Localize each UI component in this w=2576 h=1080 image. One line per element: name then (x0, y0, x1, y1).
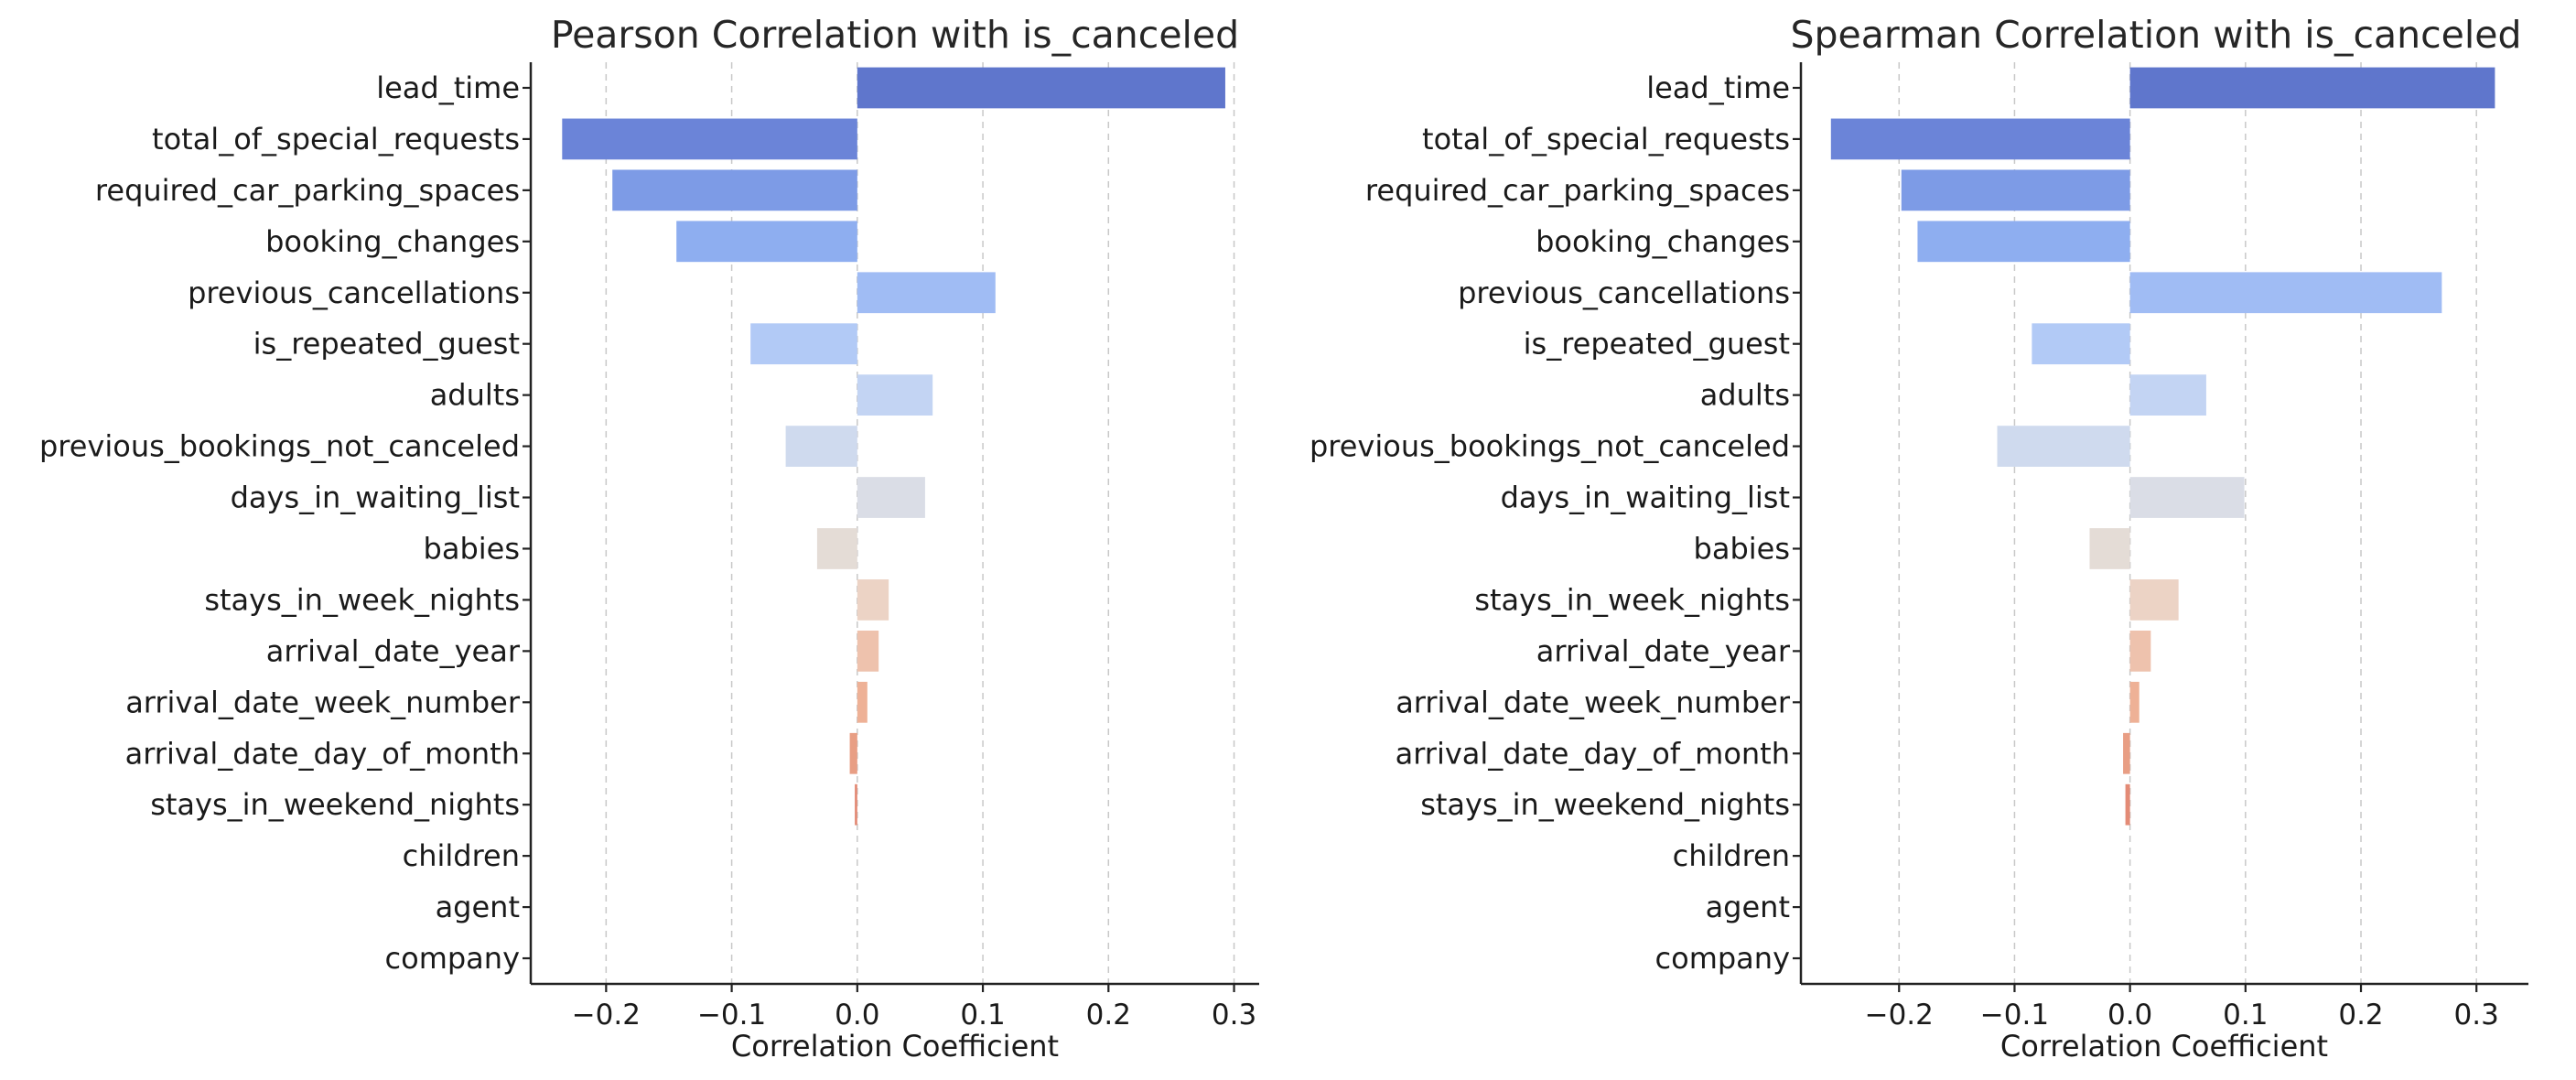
pearson-y-tick-label: total_of_special_requests (152, 122, 520, 157)
spearman-bar-days-in-waiting-list (2129, 477, 2245, 518)
spearman-bars (1830, 67, 2495, 826)
spearman-bar-is-repeated-guest (2032, 323, 2130, 365)
spearman-y-tick-label: previous_bookings_not_canceled (1310, 429, 1790, 464)
spearman-bar-lead-time (2129, 67, 2495, 109)
spearman-y-tick-label: previous_cancellations (1458, 275, 1790, 310)
pearson-bars (562, 67, 1225, 826)
spearman-y-tick-label: arrival_date_year (1536, 633, 1791, 668)
spearman-bar-booking-changes (1917, 221, 2130, 263)
spearman-y-tick-label: total_of_special_requests (1422, 122, 1790, 157)
spearman-bar-babies (2089, 528, 2130, 569)
spearman-y-tick-label: arrival_date_week_number (1396, 685, 1791, 719)
spearman-y-tick-label: is_repeated_guest (1524, 327, 1790, 362)
pearson-bar-required-car-parking-spaces (612, 169, 857, 211)
spearman-chart-title: Spearman Correlation with is_canceled (1790, 13, 2521, 57)
pearson-bar-adults (857, 374, 933, 416)
spearman-bar-arrival-date-year (2129, 630, 2151, 672)
spearman-x-tick-label: 0.2 (2338, 999, 2383, 1031)
spearman-y-tick-label: children (1673, 838, 1790, 873)
pearson-y-tick-label: arrival_date_year (266, 633, 521, 668)
pearson-bar-days-in-waiting-list (857, 477, 925, 518)
pearson-bar-babies (816, 528, 857, 569)
spearman-bar-required-car-parking-spaces (1901, 169, 2130, 211)
pearson-x-tick-label: 0.0 (835, 999, 879, 1031)
pearson-bar-is-repeated-guest (750, 323, 857, 365)
spearman-y-tick-label: babies (1694, 531, 1790, 566)
spearman-x-ticks: −0.2 −0.1 0.0 0.1 0.2 0.3 (1865, 984, 2499, 1031)
spearman-x-axis-label: Correlation Coefficient (2000, 1029, 2328, 1064)
pearson-bar-previous-cancellations (857, 272, 996, 314)
spearman-bar-previous-bookings-not-canceled (1997, 426, 2130, 467)
spearman-y-tick-label: stays_in_week_nights (1474, 582, 1790, 617)
pearson-bar-stays-in-week-nights (857, 579, 889, 621)
spearman-x-tick-label: 0.3 (2454, 999, 2499, 1031)
spearman-x-tick-label: −0.2 (1865, 999, 1934, 1031)
pearson-x-tick-label: −0.1 (697, 999, 766, 1031)
pearson-y-tick-label: previous_cancellations (188, 275, 520, 310)
spearman-y-tick-label: arrival_date_day_of_month (1396, 736, 1790, 771)
pearson-y-tick-label: lead_time (376, 70, 520, 105)
pearson-y-tick-label: previous_bookings_not_canceled (39, 429, 520, 464)
spearman-bar-stays-in-weekend-nights (2125, 783, 2130, 826)
spearman-bar-adults (2129, 374, 2206, 416)
pearson-bar-arrival-date-week-number (857, 681, 868, 723)
spearman-y-ticks: lead_time total_of_special_requestsrequir… (1310, 70, 1801, 976)
pearson-x-tick-label: 0.3 (1212, 999, 1256, 1031)
spearman-y-tick-label: booking_changes (1536, 224, 1790, 259)
pearson-chart: Pearson Correlation with is_canceled lea… (39, 13, 1259, 1064)
spearman-y-tick-label: stays_in_weekend_nights (1420, 787, 1790, 822)
pearson-bar-total-of-special-requests (562, 118, 857, 160)
spearman-y-tick-label: days_in_waiting_list (1501, 481, 1790, 515)
pearson-y-tick-label: is_repeated_guest (253, 327, 520, 362)
spearman-y-tick-label: lead_time (1646, 70, 1790, 105)
pearson-bar-booking-changes (676, 221, 857, 263)
spearman-x-tick-label: 0.1 (2223, 999, 2268, 1031)
pearson-bar-lead-time (857, 67, 1225, 109)
spearman-y-tick-label: required_car_parking_spaces (1365, 173, 1790, 208)
pearson-x-axis-label: Correlation Coefficient (731, 1029, 1059, 1064)
pearson-x-tick-label: −0.2 (572, 999, 641, 1031)
pearson-bar-stays-in-weekend-nights (855, 783, 857, 826)
pearson-bar-arrival-date-year (857, 630, 879, 672)
pearson-x-tick-label: 0.2 (1086, 999, 1131, 1031)
spearman-bar-arrival-date-day-of-month (2123, 732, 2130, 774)
spearman-y-tick-label: adults (1700, 378, 1790, 413)
pearson-y-tick-label: agent (436, 890, 520, 924)
pearson-x-ticks: −0.2 −0.1 0.0 0.1 0.2 0.3 (572, 984, 1256, 1031)
pearson-y-tick-label: stays_in_week_nights (204, 582, 520, 617)
spearman-x-tick-label: −0.1 (1980, 999, 2049, 1031)
pearson-axes (529, 62, 1259, 986)
pearson-y-tick-label: arrival_date_day_of_month (125, 736, 520, 771)
pearson-chart-title: Pearson Correlation with is_canceled (551, 13, 1239, 57)
pearson-bar-arrival-date-day-of-month (849, 732, 857, 774)
spearman-bar-total-of-special-requests (1830, 118, 2130, 160)
pearson-y-ticks: lead_time total_of_special_requestsrequir… (39, 70, 531, 976)
spearman-bar-arrival-date-week-number (2129, 681, 2139, 723)
spearman-bar-previous-cancellations (2129, 272, 2442, 314)
pearson-bar-previous-bookings-not-canceled (785, 426, 857, 467)
spearman-chart: Spearman Correlation with is_canceled le… (1310, 13, 2528, 1064)
pearson-y-tick-label: company (385, 941, 520, 976)
pearson-y-tick-label: arrival_date_week_number (125, 685, 521, 719)
pearson-x-tick-label: 0.1 (960, 999, 1005, 1031)
pearson-y-tick-label: required_car_parking_spaces (95, 173, 520, 208)
spearman-y-tick-label: company (1655, 941, 1790, 976)
spearman-x-tick-label: 0.0 (2107, 999, 2152, 1031)
pearson-y-tick-label: babies (424, 531, 520, 566)
pearson-y-tick-label: children (403, 838, 520, 873)
spearman-y-tick-label: agent (1706, 890, 1790, 924)
spearman-axes (1799, 62, 2528, 986)
spearman-bar-stays-in-week-nights (2129, 579, 2179, 621)
pearson-y-tick-label: days_in_waiting_list (231, 481, 520, 515)
pearson-y-tick-label: adults (430, 378, 520, 413)
pearson-y-tick-label: stays_in_weekend_nights (150, 787, 520, 822)
pearson-y-tick-label: booking_changes (265, 224, 520, 259)
